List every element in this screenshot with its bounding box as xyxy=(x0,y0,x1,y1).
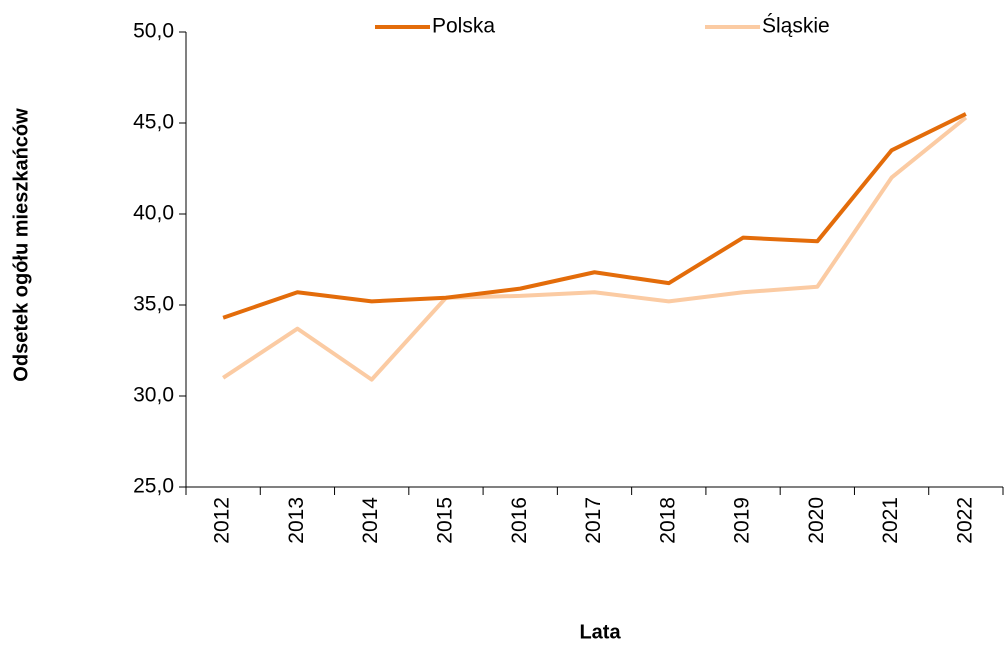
y-axis-label: Odsetek ogółu mieszkańców xyxy=(10,108,32,382)
x-tick-label: 2020 xyxy=(805,497,828,544)
x-tick-label: 2016 xyxy=(508,497,531,544)
legend-label: Polska xyxy=(432,15,495,38)
y-tick-label: 35,0 xyxy=(133,293,174,316)
y-tick-label: 45,0 xyxy=(133,111,174,134)
x-tick-label: 2013 xyxy=(285,497,308,544)
x-tick-label: 2014 xyxy=(359,497,382,544)
x-tick-label: 2022 xyxy=(953,497,976,544)
y-tick-label: 50,0 xyxy=(133,20,174,43)
x-tick-label: 2015 xyxy=(434,497,457,544)
y-tick-label: 30,0 xyxy=(133,384,174,407)
y-tick-label: 25,0 xyxy=(133,475,174,498)
line-series xyxy=(222,115,968,382)
x-tick-label: 2012 xyxy=(211,497,234,544)
line-series xyxy=(222,112,967,320)
x-tick-label: 2019 xyxy=(731,497,754,544)
legend-label: Śląskie xyxy=(762,14,830,38)
x-tick-label: 2017 xyxy=(582,497,605,544)
x-tick-label: 2021 xyxy=(879,497,902,544)
x-axis-label: Lata xyxy=(579,621,621,643)
y-tick-label: 40,0 xyxy=(133,202,174,225)
x-tick-label: 2018 xyxy=(656,497,679,544)
